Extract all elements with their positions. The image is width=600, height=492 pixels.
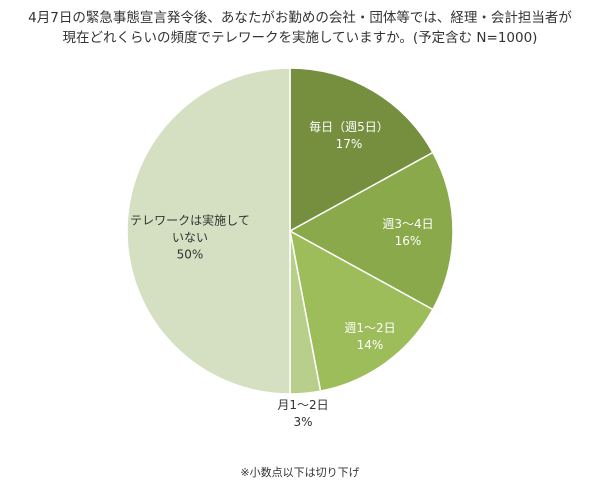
pie-slice-4-value: 50% [177,248,204,262]
pie-slice-2 [288,229,434,392]
pie-slice-1 [288,151,454,311]
pie-slice-0-value: 17% [336,137,363,151]
pie-slice-4-label: テレワークは実施して [130,213,250,228]
chart-title-line-1: 4月7日の緊急事態宣言発令後、あなたがお勤めの会社・団体等では、経理・会計担当者… [28,10,572,26]
pie-slice-0 [289,67,434,233]
pie-slice-3-value: 3% [293,415,312,429]
pie-slice-3-label: 月1～2日 [277,398,328,412]
pie-slice-0-label: 毎日（週5日） [309,119,389,134]
chart-title: 4月7日の緊急事態宣言発令後、あなたがお勤めの会社・団体等では、経理・会計担当者… [0,8,600,48]
pie-slice-2-value: 14% [357,338,384,352]
chart-title-line-2: 現在どれくらいの頻度でテレワークを実施していますか。(予定含む N=1000) [62,30,538,46]
pie-slice-1-label: 週3～4日 [382,217,433,231]
pie-slice-4 [126,67,291,395]
pie-slice-1-value: 16% [395,234,422,248]
footnote: ※小数点以下は切り下げ [240,466,360,479]
pie-slice-4-label: いない [172,231,208,245]
pie-slice-2-label: 週1～2日 [344,321,395,335]
